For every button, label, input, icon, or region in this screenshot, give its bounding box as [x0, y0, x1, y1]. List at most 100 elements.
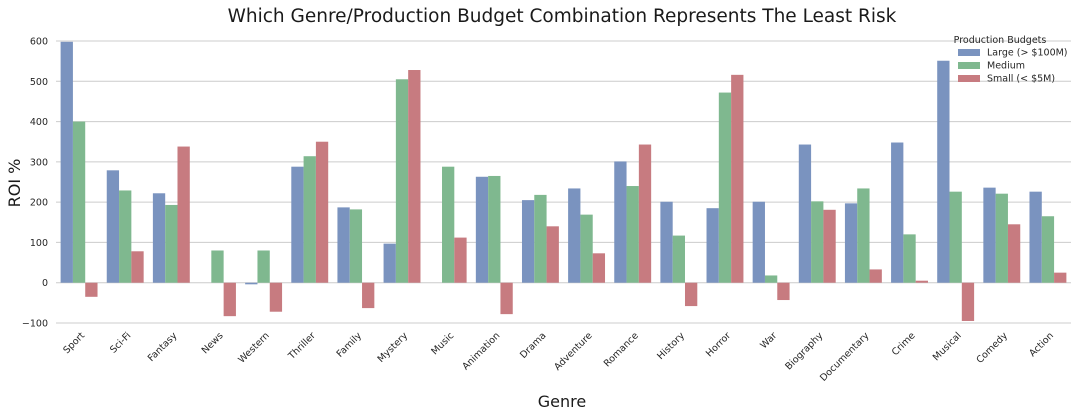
bar-musical-series-0 — [937, 60, 950, 283]
bar-documentary-series-1 — [857, 188, 870, 283]
bars — [60, 41, 1067, 321]
bar-musical-series-2 — [961, 282, 975, 321]
bar-war-series-1 — [764, 275, 778, 283]
bar-western-series-0 — [245, 282, 258, 285]
bar-fantasy-series-1 — [165, 204, 178, 283]
x-tick-label: Sport — [61, 330, 87, 356]
bar-western-series-1 — [257, 250, 270, 283]
bar-comedy-series-2 — [1007, 224, 1021, 283]
x-tick-label: Thriller — [286, 330, 318, 362]
bar-history-series-1 — [672, 235, 685, 283]
bar-thriller-series-0 — [291, 166, 304, 283]
legend-swatch-1 — [958, 62, 980, 69]
x-tick-label: Family — [335, 330, 365, 360]
bar-biography-series-0 — [798, 144, 812, 283]
legend-entry-0: Large (> $100M) — [987, 48, 1068, 59]
bar-horror-series-0 — [706, 208, 719, 283]
bar-news-series-1 — [211, 250, 224, 283]
x-tick-label: War — [758, 330, 779, 351]
legend-swatch-0 — [958, 49, 980, 56]
x-tick-labels: Sport Sci-Fi Fantasy News Western Thriller Fam… — [61, 330, 1056, 384]
y-tick-label: 0 — [42, 278, 48, 289]
x-tick-label: Drama — [518, 330, 548, 360]
x-tick-label: Horror — [704, 330, 733, 359]
y-tick-label: 400 — [30, 117, 48, 128]
bar-romance-series-2 — [638, 144, 652, 283]
legend-entry-2: Small (< $5M) — [987, 74, 1055, 85]
x-tick-label: Comedy — [974, 330, 1010, 366]
bar-family-series-0 — [337, 207, 350, 283]
bar-documentary-series-2 — [869, 269, 882, 283]
x-tick-label: Fantasy — [146, 330, 180, 364]
y-axis-label: ROI % — [5, 159, 24, 208]
bar-western-series-2 — [269, 282, 283, 312]
bar-sci-fi-series-1 — [119, 190, 132, 283]
x-axis-label: Genre — [538, 392, 586, 411]
x-tick-label: Crime — [890, 330, 918, 358]
bar-adventure-series-0 — [568, 188, 581, 283]
bar-action-series-1 — [1041, 216, 1055, 283]
bar-music-series-1 — [442, 166, 455, 283]
bar-drama-series-1 — [534, 194, 547, 283]
bar-news-series-2 — [223, 282, 236, 317]
bar-romance-series-1 — [626, 186, 639, 283]
x-tick-label: Romance — [602, 330, 641, 369]
x-tick-label: Western — [236, 330, 271, 365]
x-tick-label: Biography — [783, 330, 825, 372]
bar-animation-series-1 — [488, 175, 501, 283]
bar-musical-series-1 — [949, 191, 962, 283]
bar-biography-series-1 — [811, 201, 824, 283]
bar-animation-series-2 — [500, 282, 513, 315]
bar-horror-series-2 — [731, 74, 744, 283]
legend: Production Budgets Large (> $100M) Medium… — [954, 35, 1068, 85]
bar-mystery-series-1 — [395, 79, 409, 283]
bar-animation-series-0 — [475, 176, 489, 283]
bar-crime-series-2 — [915, 280, 928, 283]
y-tick-label: 600 — [30, 37, 48, 48]
x-tick-label: Musical — [931, 330, 964, 363]
y-tick-label: 100 — [30, 238, 48, 249]
x-tick-label: Adventure — [552, 330, 595, 373]
bar-mystery-series-2 — [408, 70, 421, 283]
y-tick-label: −100 — [22, 319, 48, 330]
x-tick-label: News — [200, 330, 226, 356]
bar-adventure-series-2 — [592, 253, 606, 283]
bar-thriller-series-2 — [315, 141, 329, 283]
bar-biography-series-2 — [823, 209, 836, 283]
y-tick-label: 200 — [30, 198, 48, 209]
bar-action-series-2 — [1054, 272, 1067, 283]
x-tick-label: Documentary — [818, 330, 872, 384]
legend-entry-1: Medium — [987, 61, 1025, 72]
bar-romance-series-0 — [614, 161, 627, 283]
bar-crime-series-1 — [903, 234, 916, 283]
bar-thriller-series-1 — [303, 156, 316, 283]
legend-title: Production Budgets — [954, 35, 1047, 46]
bar-music-series-2 — [454, 237, 467, 283]
bar-history-series-2 — [684, 282, 698, 307]
bar-comedy-series-0 — [983, 187, 996, 283]
bar-action-series-0 — [1029, 191, 1042, 283]
bar-sport-series-0 — [60, 41, 73, 283]
legend-swatch-2 — [958, 75, 980, 82]
bar-adventure-series-1 — [580, 214, 593, 283]
bar-sport-series-1 — [72, 121, 86, 283]
bar-horror-series-1 — [718, 92, 732, 283]
bar-sci-fi-series-0 — [106, 170, 120, 283]
x-tick-label: Mystery — [376, 330, 411, 365]
bar-history-series-0 — [660, 201, 673, 283]
bar-crime-series-0 — [891, 142, 904, 283]
bar-sport-series-2 — [85, 282, 98, 297]
bar-documentary-series-0 — [844, 203, 858, 283]
bar-drama-series-2 — [546, 226, 559, 283]
x-tick-label: Action — [1027, 330, 1056, 359]
x-tick-label: Animation — [460, 330, 502, 372]
bar-fantasy-series-0 — [152, 193, 166, 283]
x-tick-label: Music — [429, 330, 456, 357]
x-tick-label: Sci-Fi — [108, 330, 133, 355]
bar-drama-series-0 — [521, 200, 535, 283]
bar-family-series-1 — [349, 209, 363, 283]
bar-war-series-2 — [777, 282, 790, 301]
y-tick-label: 300 — [30, 157, 48, 168]
bar-comedy-series-1 — [995, 193, 1008, 283]
